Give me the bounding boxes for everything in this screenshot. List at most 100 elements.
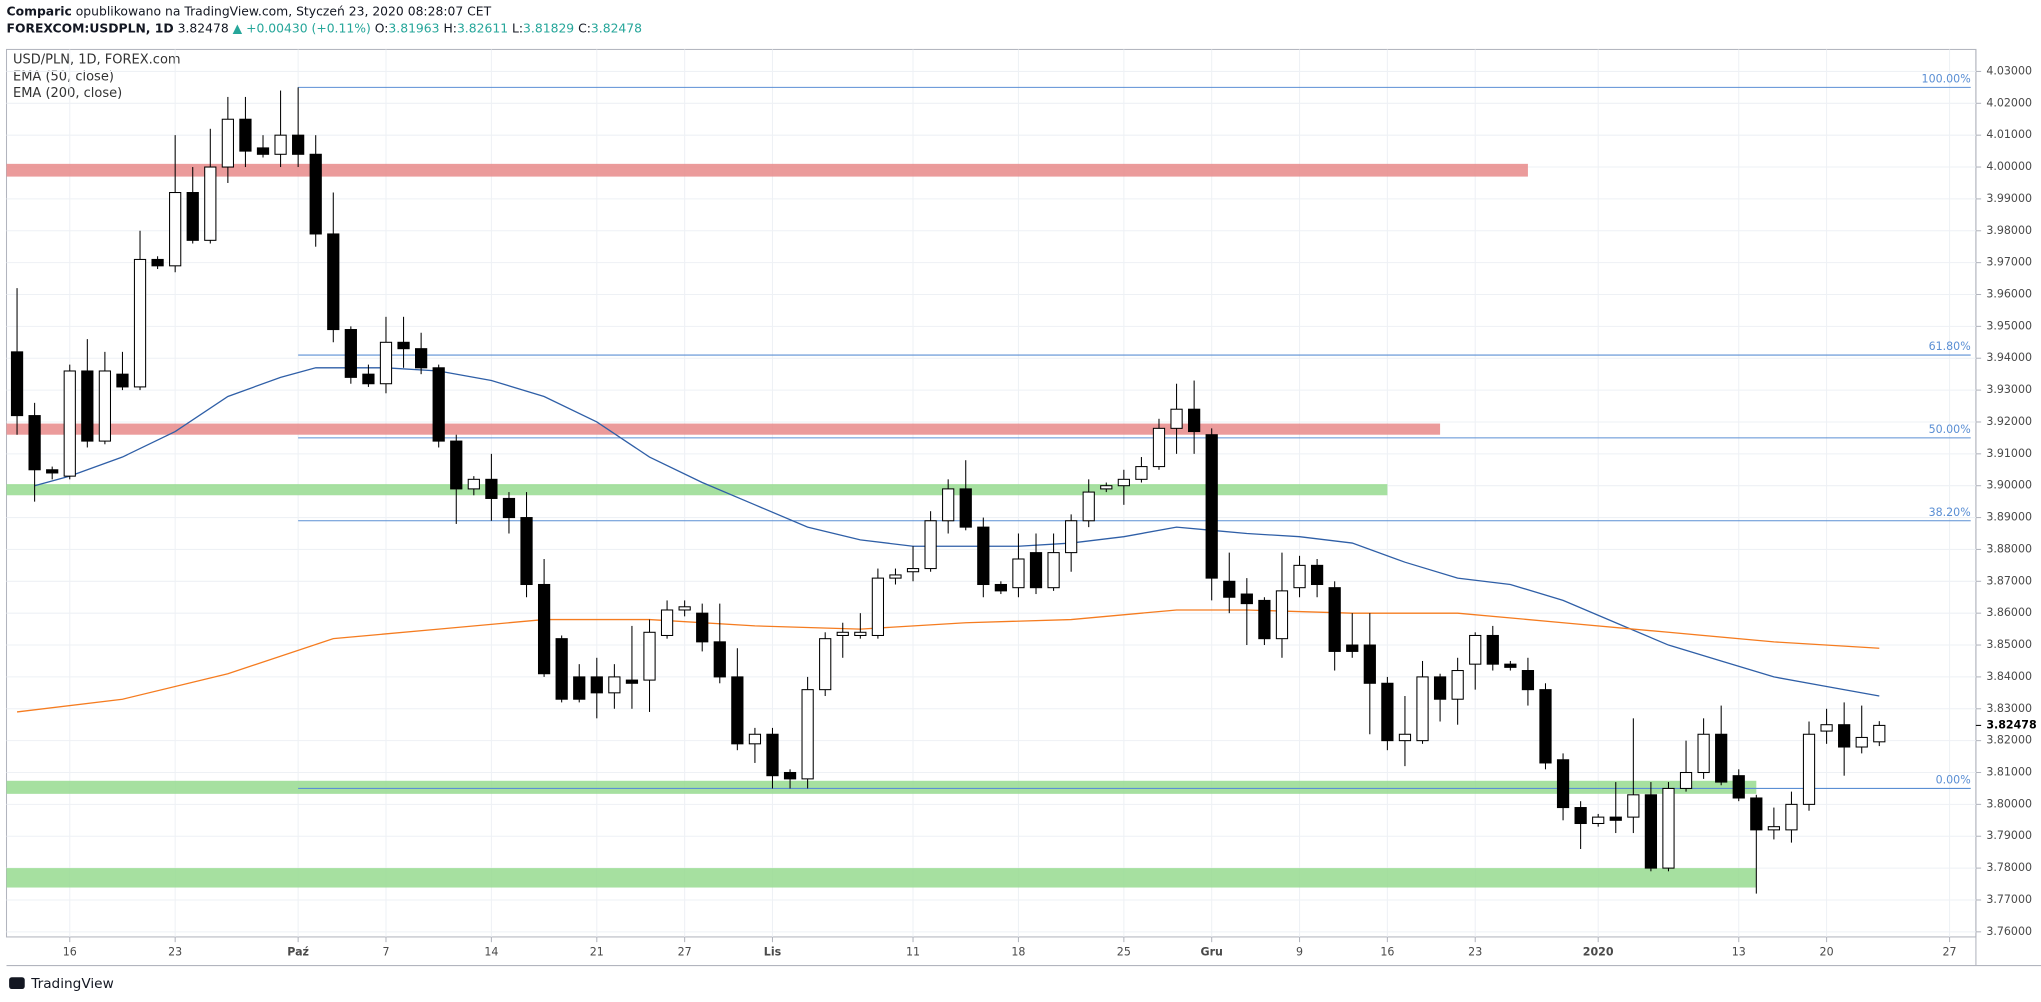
candle-body [169, 192, 182, 267]
candle-body [151, 258, 164, 267]
candle-body [731, 676, 744, 745]
candle-body [1310, 564, 1324, 586]
candle-body [1855, 736, 1868, 748]
footer[interactable]: TradingView [9, 976, 114, 992]
candle-body [1152, 427, 1166, 468]
candle-body [1451, 670, 1464, 700]
candle-body [1065, 520, 1078, 554]
fib-label: 0.00% [1936, 774, 1971, 787]
candle-body [1117, 478, 1130, 487]
candle-body [573, 676, 586, 700]
candle-body [660, 609, 674, 636]
candle-body [1873, 724, 1886, 743]
candle-body [889, 574, 902, 579]
candle-body [186, 192, 199, 241]
ohlc-value: 3.82611 [457, 21, 508, 35]
legend-title: USD/PLN, 1D, FOREX.com [13, 52, 181, 67]
candle-body [379, 341, 393, 385]
candle-body [397, 341, 410, 350]
candle-body [116, 373, 129, 388]
fib-label: 100.00% [1922, 73, 1971, 86]
candle-body [1188, 408, 1201, 433]
candle-body [1504, 663, 1517, 668]
ohlc-value: 3.81829 [523, 21, 574, 35]
candle-body [1240, 593, 1253, 605]
candle-body [274, 134, 287, 155]
candle-body [239, 118, 252, 152]
candle-body [1416, 676, 1429, 742]
candle-body [1715, 733, 1728, 783]
candle-body [1820, 724, 1833, 732]
y-tick-label: 3.87000 [1986, 574, 2032, 587]
zone [6, 163, 1528, 177]
candle-body [1574, 807, 1587, 825]
candle-body [942, 488, 955, 522]
candle-body [537, 583, 551, 675]
fib-label: 38.20% [1929, 506, 1971, 519]
candle-body [1469, 634, 1482, 665]
x-tick-label: Lis [764, 946, 782, 959]
x-tick-label: 7 [382, 946, 389, 959]
x-tick-label: 18 [1011, 946, 1025, 959]
candle-body [344, 329, 357, 378]
candle-body [748, 733, 762, 745]
x-tick-label: Gru [1200, 946, 1222, 959]
x-tick-label: 27 [678, 946, 692, 959]
x-tick-label: 23 [1468, 946, 1482, 959]
candle-body [221, 118, 234, 168]
candle-body [1486, 634, 1499, 665]
x-tick-label: Paź [287, 946, 309, 959]
candle-body [1381, 682, 1394, 742]
candle-body [1609, 816, 1622, 821]
ema-line [34, 367, 1880, 697]
candle-body [450, 440, 463, 490]
y-tick-label: 4.01000 [1986, 128, 2032, 141]
legend-ema50: EMA (50, close) [13, 69, 114, 84]
ohlc-value: 3.81963 [388, 21, 439, 35]
candle-body [696, 612, 709, 643]
candle-body [906, 568, 920, 573]
candle-body [1802, 733, 1816, 805]
candle-body [46, 469, 59, 474]
candle-body [1275, 590, 1289, 640]
candle-body [1662, 787, 1675, 869]
candle-body [98, 370, 112, 442]
x-tick-label: 25 [1117, 946, 1131, 959]
header-line-2: FOREXCOM:USDPLN, 1D 3.82478 ▲ +0.00430 (… [7, 21, 643, 35]
x-tick-label: 11 [906, 946, 920, 959]
candle-body [1346, 644, 1359, 652]
y-tick-label: 3.92000 [1986, 415, 2032, 428]
last-price-label: 3.82478 [1986, 718, 2036, 731]
y-tick-label: 3.82000 [1986, 734, 2032, 747]
y-tick-label: 3.85000 [1986, 638, 2032, 651]
plot [6, 49, 1976, 937]
candle-body [871, 577, 885, 636]
candle-body [1521, 670, 1535, 691]
x-tick-label: 14 [484, 946, 498, 959]
candle-body [801, 689, 814, 780]
change: ▲ +0.00430 (+0.11%) [233, 21, 371, 35]
candle-body [643, 631, 656, 681]
ohlc-label: O: [375, 21, 389, 35]
candle-body [836, 631, 849, 636]
candle-body [133, 258, 147, 388]
x-tick-label: 13 [1732, 946, 1746, 959]
y-tick-label: 3.84000 [1986, 670, 2032, 683]
candle-body [467, 478, 480, 490]
y-tick-label: 3.90000 [1986, 479, 2032, 492]
y-tick-label: 3.78000 [1986, 861, 2032, 874]
candle-body [309, 153, 322, 235]
x-tick-label: 16 [1380, 946, 1394, 959]
y-tick-label: 3.91000 [1986, 447, 2032, 460]
symbol: FOREXCOM:USDPLN, 1D [7, 21, 174, 35]
candle-body [1697, 733, 1710, 774]
candle-body [819, 638, 832, 691]
x-tick-label: 20 [1820, 946, 1834, 959]
candle-body [1100, 485, 1113, 490]
candle-body [520, 517, 533, 586]
candle-body [608, 676, 621, 694]
fib-label: 50.00% [1929, 423, 1971, 436]
candle-body [10, 351, 24, 417]
x-tick-label: 21 [590, 946, 604, 959]
